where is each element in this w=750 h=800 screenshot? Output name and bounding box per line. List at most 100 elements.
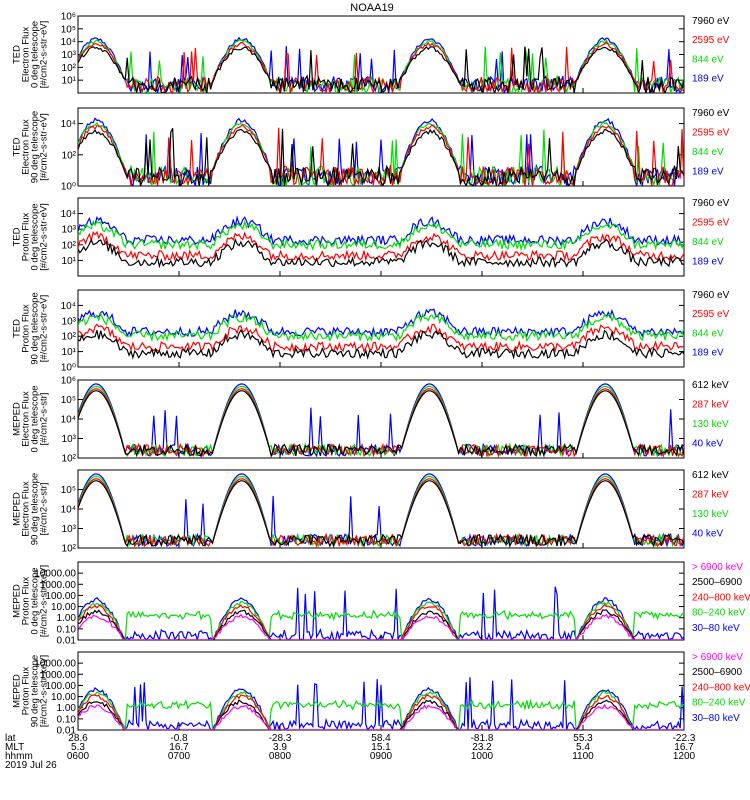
y-axis-label-line: [#/cm2-s-str] [39,393,50,446]
y-axis-label-line: Proton Flux [21,666,32,715]
x-tick-label-hhmm: 1100 [572,751,594,762]
y-tick-label: 10.00 [51,602,76,613]
y-axis-label-line: Electron Flux [21,391,32,447]
legend-entry: 7960 eV [692,290,730,301]
y-axis-label-line: TED [12,319,23,338]
y-axis-label-line: 0 deg telescope [30,203,41,270]
y-axis-label-line: [#/cm2-s-str-eV] [39,295,50,363]
legend-entry: 80–240 keV [692,698,746,709]
series-group [78,117,684,186]
series-group [78,36,684,93]
series-line [78,609,684,640]
panel-7: 0.010.101.0010.00100.001000.0010000.00ME… [12,561,750,647]
y-tick-label: 10³ [62,50,77,61]
x-tick-label-mlt: 15.1 [371,742,391,753]
y-tick-label: 0.10 [57,624,77,635]
chart-title: NOAA19 [350,2,393,14]
legend-entry: 30–80 keV [692,623,740,634]
y-tick-label: 10² [62,63,77,74]
y-tick-label: 10¹ [62,347,77,358]
legend-entry: 2595 eV [692,35,730,46]
x-tick-label-lat: -81.8 [471,733,494,744]
y-tick-label: 10⁵ [61,24,76,35]
legend-entry: 844 eV [692,54,724,65]
series-line [78,311,684,343]
y-tick-label: 10⁴ [61,119,76,130]
legend-entry: 30–80 keV [692,713,740,724]
series-group [78,308,684,360]
y-axis-label-line: 90 deg telescope [30,292,41,364]
y-axis-label-line: MEPED [12,492,23,526]
legend-entry: > 6900 keV [692,562,743,573]
x-tick-label-hhmm: 1200 [673,751,696,762]
y-axis-label-line: Proton Flux [21,212,32,261]
x-tick-label-lat: 28.6 [68,733,88,744]
y-tick-label: 1000.00 [40,670,77,681]
y-axis-label-line: MEPED [12,584,23,618]
y-tick-label: 10⁵ [61,485,76,496]
series-group [78,383,684,458]
x-tick-label-mlt: 5.3 [71,742,85,753]
y-tick-label: 0.10 [57,714,77,725]
y-axis-label-line: 90 deg telescope [30,111,41,183]
legend-entry: 2595 eV [692,127,730,138]
legend-entry: 844 eV [692,237,724,248]
legend-entry: 130 keV [692,509,729,520]
y-tick-label: 10⁴ [61,37,76,48]
legend-entry: 612 keV [692,380,729,391]
y-tick-label: 0.01 [57,726,77,737]
y-axis-label-line: 0 deg telescope [30,567,41,634]
y-tick-label: 10⁴ [61,415,76,426]
x-row-label: lat [5,733,16,744]
legend-entry: 80–240 keV [692,608,746,619]
legend-entry: 7960 eV [692,108,730,119]
x-tick-label-lat: -22.3 [673,733,696,744]
legend-entry: 189 eV [692,74,724,85]
legend-entry: 40 keV [692,438,723,449]
y-tick-label: 10000.00 [34,659,76,670]
y-axis-label-line: TED [12,227,23,246]
y-tick-label: 10⁶ [61,12,76,23]
y-axis-label-line: TED [12,137,23,156]
x-tick-label-mlt: 16.7 [169,742,189,753]
legend-entry: 2500–6900 [692,667,742,678]
y-axis-label-line: 0 deg telescope [30,21,41,88]
y-axis-label-line: [#/cm2-s-str-keV] [39,565,50,637]
series-line [78,600,684,640]
y-tick-label: 10³ [62,434,77,445]
series-line [78,613,684,640]
x-tick-label-mlt: 5.4 [576,742,590,753]
y-axis-label-line: 0 deg telescope [30,385,41,452]
series-line [78,677,684,730]
y-axis-label-line: Electron Flux [21,481,32,537]
y-tick-label: 10² [62,454,77,465]
x-tick-label-hhmm: 0700 [168,751,191,762]
y-axis-label-line: Electron Flux [21,27,32,83]
y-axis-label-line: Proton Flux [21,304,32,353]
series-line [78,323,684,354]
x-tick-label-mlt: 16.7 [674,742,694,753]
legend-entry: 612 keV [692,470,729,481]
panel-frame [77,379,685,459]
series-line [78,237,684,269]
legend-entry: 7960 eV [692,16,730,27]
series-line [78,215,684,247]
y-tick-label: 10¹ [62,76,77,87]
y-axis-label-line: [#/cm2-s-str-eV] [39,113,50,181]
time-axis: 28.65.30600-0.816.70700-28.33.9080058.41… [5,88,696,771]
series-line [78,699,684,730]
y-axis-label-line: [#/cm2-s-str] [39,483,50,536]
series-group [78,473,684,548]
y-tick-label: 10⁰ [61,363,76,374]
y-tick-label: 0.01 [57,636,77,647]
y-tick-label: 10² [62,150,77,161]
